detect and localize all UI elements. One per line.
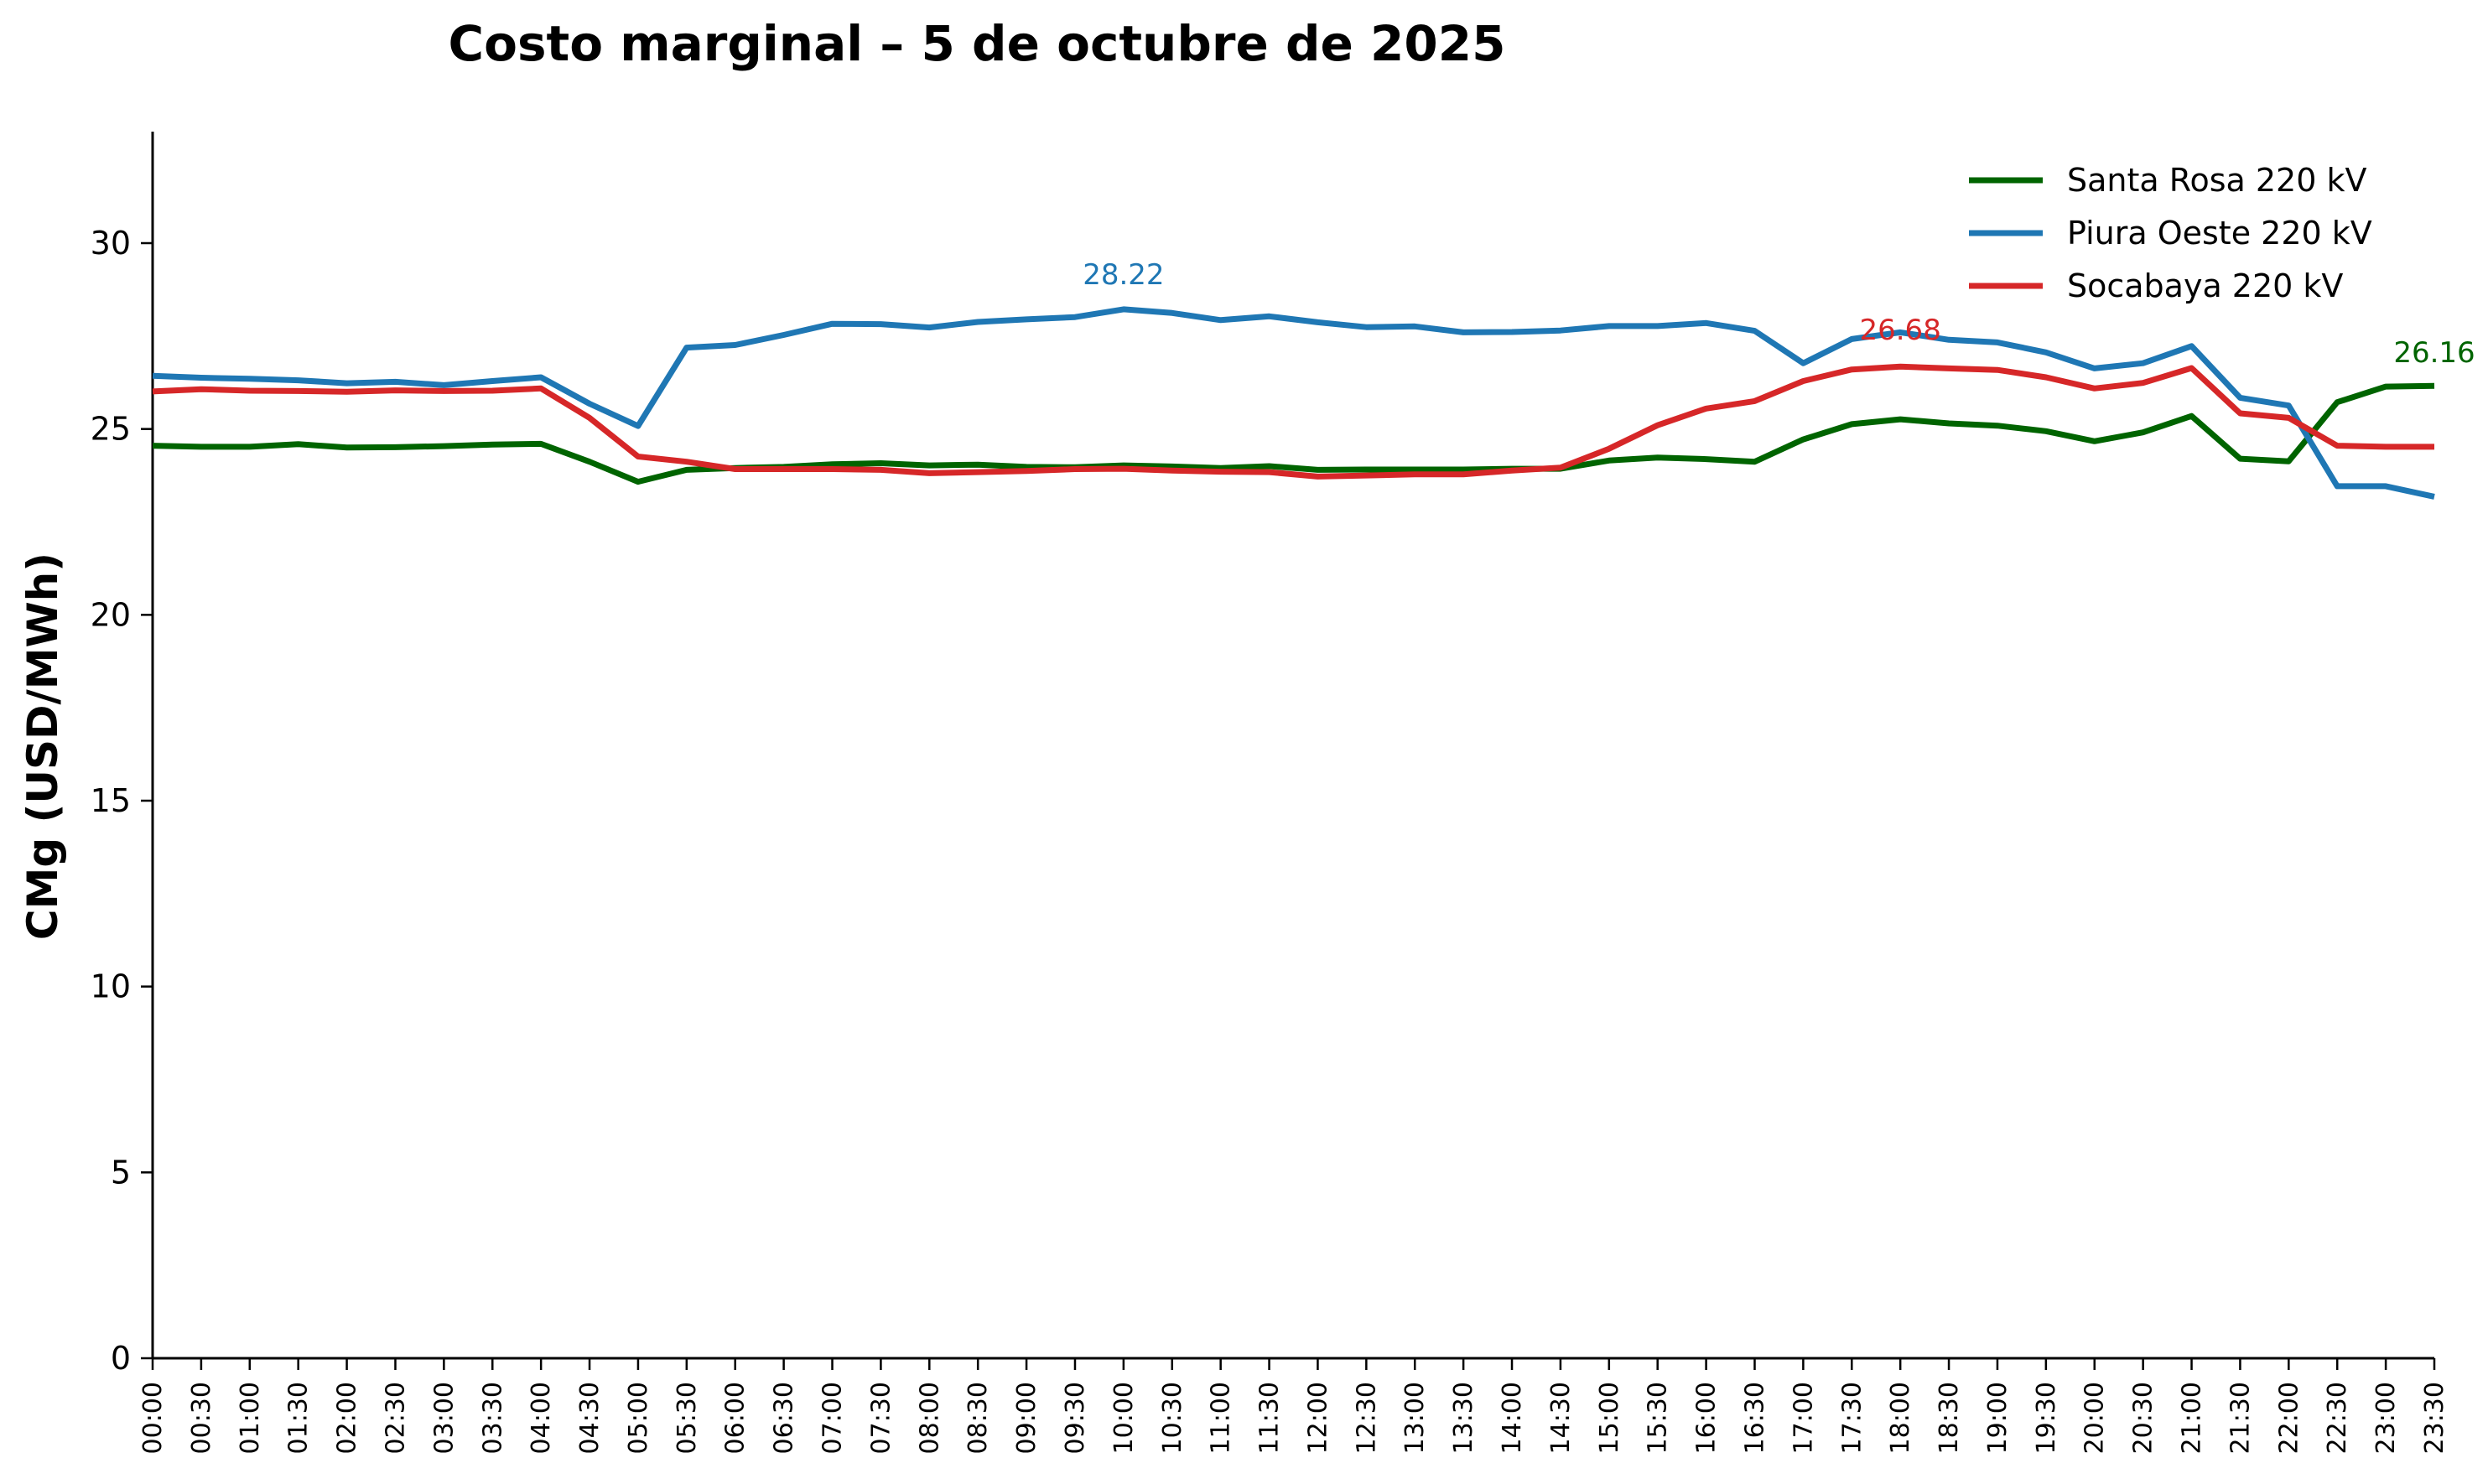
- x-tick-label: 13:00: [1400, 1382, 1430, 1454]
- x-tick-label: 16:00: [1692, 1382, 1722, 1454]
- series-line-socabaya-220-kv: [152, 363, 2434, 480]
- x-tick-label: 13:30: [1449, 1382, 1478, 1454]
- x-tick-label: 19:00: [1983, 1382, 2013, 1454]
- x-tick-label: 16:30: [1740, 1382, 1769, 1454]
- series-line-piura-oeste-220-kv: [152, 306, 2435, 500]
- x-tick-label: 05:30: [673, 1382, 702, 1454]
- x-tick-label: 14:30: [1546, 1382, 1576, 1454]
- x-tick-label: 10:00: [1109, 1382, 1139, 1454]
- x-tick-label: 07:30: [866, 1382, 896, 1454]
- x-tick-label: 20:30: [2129, 1382, 2158, 1454]
- series-line-santa-rosa-220-kv: [152, 382, 2435, 485]
- x-tick-label: 17:30: [1837, 1382, 1867, 1454]
- y-ticks: 0 5 10 15 20 25 30: [91, 225, 153, 1377]
- x-tick-label: 21:00: [2178, 1382, 2207, 1454]
- x-tick-label: 11:30: [1255, 1382, 1285, 1454]
- x-tick-label: 03:30: [478, 1382, 507, 1454]
- x-tick-label: 03:00: [429, 1382, 459, 1454]
- x-tick-label: 07:00: [818, 1382, 848, 1454]
- x-tick-label: 05:00: [624, 1382, 653, 1454]
- x-tick-label: 06:00: [721, 1382, 751, 1454]
- y-tick-label: 25: [91, 411, 131, 448]
- x-tick-label: 12:30: [1352, 1382, 1381, 1454]
- data-label: 26.68: [1859, 314, 1940, 347]
- y-tick-label: 0: [111, 1340, 131, 1377]
- x-tick-label: 14:00: [1498, 1382, 1527, 1454]
- x-tick-label: 23:00: [2371, 1382, 2401, 1454]
- x-tick-label: 22:00: [2274, 1382, 2304, 1454]
- x-tick-label: 08:30: [964, 1382, 993, 1454]
- x-tick-label: 01:00: [236, 1382, 265, 1454]
- y-tick-label: 15: [91, 782, 131, 819]
- x-tick-label: 02:30: [381, 1382, 410, 1454]
- x-tick-label: 06:30: [770, 1382, 799, 1454]
- x-tick-label: 09:00: [1012, 1382, 1041, 1454]
- y-axis-label: CMg (USD/MWh): [18, 553, 67, 940]
- y-tick-label: 5: [111, 1154, 131, 1191]
- x-tick-label: 08:00: [915, 1382, 944, 1454]
- x-tick-label: 15:00: [1595, 1382, 1624, 1454]
- x-tick-label: 00:30: [187, 1382, 216, 1454]
- legend-label: Santa Rosa 220 kV: [2067, 162, 2366, 199]
- y-tick-label: 30: [91, 225, 131, 262]
- x-tick-label: 09:30: [1061, 1382, 1090, 1454]
- x-tick-label: 20:00: [2080, 1382, 2110, 1454]
- data-label: 28.22: [1083, 258, 1164, 292]
- x-tick-label: 04:30: [575, 1382, 605, 1454]
- x-tick-label: 01:30: [284, 1382, 314, 1454]
- x-tick-label: 17:00: [1789, 1382, 1818, 1454]
- x-tick-label: 11:00: [1207, 1382, 1236, 1454]
- x-tick-label: 10:30: [1158, 1382, 1187, 1454]
- legend: Santa Rosa 220 kV Piura Oeste 220 kV Socab…: [1969, 162, 2372, 304]
- x-tick-label: 02:00: [333, 1382, 362, 1454]
- x-ticks: 00:00 00:30 01:00 01:30 02:00 02:30 03:00 03:30…: [138, 1358, 2449, 1454]
- data-label: 26.16: [2393, 336, 2475, 370]
- y-tick-label: 20: [91, 596, 131, 633]
- annotations: 26.16 28.22 26.68: [1083, 258, 2475, 370]
- x-tick-label: 12:00: [1303, 1382, 1332, 1454]
- x-tick-label: 00:00: [138, 1382, 168, 1454]
- chart-title: Costo marginal – 5 de octubre de 2025: [449, 15, 1506, 72]
- x-tick-label: 15:30: [1644, 1382, 1673, 1454]
- series-lines: [152, 306, 2435, 500]
- x-tick-label: 22:30: [2323, 1382, 2352, 1454]
- x-tick-label: 21:30: [2226, 1382, 2255, 1454]
- x-tick-label: 18:30: [1935, 1382, 1964, 1454]
- x-tick-label: 18:00: [1886, 1382, 1915, 1454]
- x-tick-label: 04:00: [527, 1382, 556, 1454]
- x-tick-label: 23:30: [2420, 1382, 2449, 1454]
- y-tick-label: 10: [91, 968, 131, 1005]
- legend-label: Socabaya 220 kV: [2067, 267, 2343, 304]
- x-tick-label: 19:30: [2032, 1382, 2061, 1454]
- legend-label: Piura Oeste 220 kV: [2067, 215, 2372, 252]
- axes: [151, 132, 2434, 1360]
